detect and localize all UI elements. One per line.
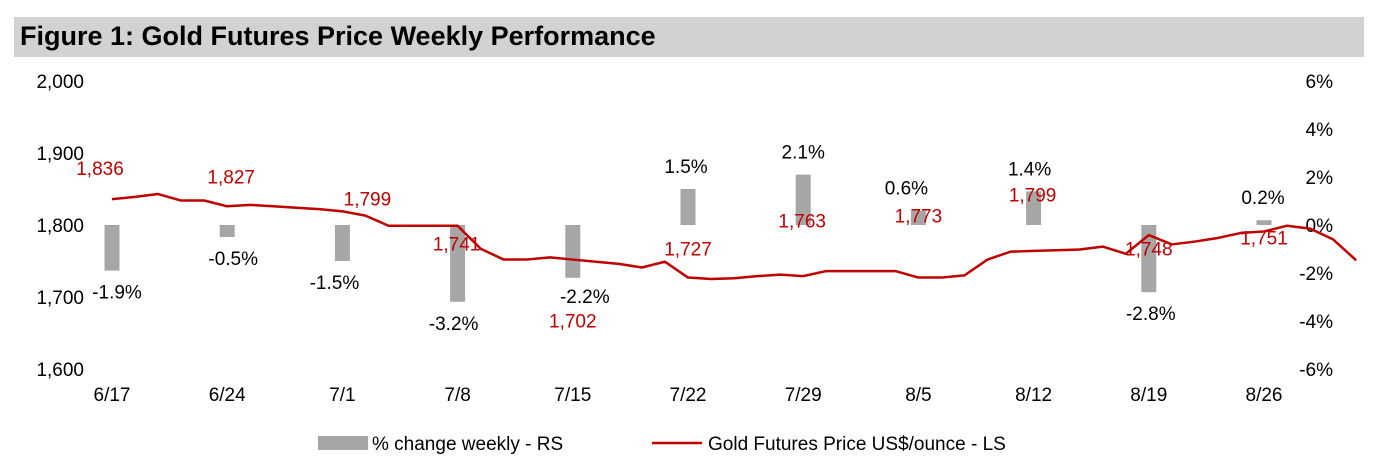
price-point-label: 1,827 (207, 168, 255, 189)
x-tick-label: 8/5 (905, 385, 931, 406)
bar (1141, 225, 1157, 293)
left-tick-label: 1,800 (36, 216, 84, 237)
price-point-label: 1,799 (344, 190, 392, 211)
bar-value-label: -3.2% (429, 314, 479, 335)
x-tick-label: 6/24 (209, 385, 246, 406)
bar (219, 225, 235, 237)
x-tick-label: 8/19 (1130, 385, 1167, 406)
bar-value-label: -2.8% (1126, 304, 1176, 325)
left-tick-label: 1,600 (36, 360, 84, 381)
left-axis: 1,600 1,700 1,800 1,900 2,000 (36, 72, 84, 381)
bar-value-label: 2.1% (782, 143, 825, 164)
price-point-label: 1,702 (549, 312, 597, 333)
bar (1256, 220, 1272, 225)
price-point-label: 1,799 (1009, 186, 1057, 207)
right-tick-label: -2% (1299, 264, 1333, 285)
left-tick-label: 1,700 (36, 288, 84, 309)
right-tick-label: -6% (1299, 360, 1333, 381)
bar (104, 225, 120, 271)
bar (450, 225, 466, 302)
bar (565, 225, 581, 278)
right-tick-label: 6% (1306, 72, 1334, 93)
legend-line-label: Gold Futures Price US$/ounce - LS (708, 434, 1006, 455)
x-tick-label: 8/12 (1015, 385, 1052, 406)
bar (334, 225, 350, 261)
legend: % change weekly - RS Gold Futures Price … (318, 434, 1006, 455)
bar-value-label: -0.5% (208, 249, 258, 270)
right-tick-label: -4% (1299, 312, 1333, 333)
right-axis: -6% -4% -2% 0% 2% 4% 6% (1299, 72, 1333, 381)
bar (1026, 191, 1042, 225)
x-tick-label: 8/26 (1246, 385, 1283, 406)
chart-title: Figure 1: Gold Futures Price Weekly Perf… (20, 21, 656, 51)
bar-series (104, 174, 1272, 302)
x-tick-label: 7/29 (785, 385, 822, 406)
bar-value-label: -1.9% (92, 283, 142, 304)
bar-value-label: 1.4% (1008, 159, 1051, 180)
x-tick-label: 7/15 (554, 385, 591, 406)
bar-labels: -1.9% -0.5% -1.5% -3.2% -2.2% 1.5% 2.1% 0.6% 1.4… (92, 143, 1285, 335)
price-point-label: 1,773 (895, 206, 943, 227)
price-point-label: 1,836 (76, 159, 124, 180)
bar-value-label: 0.6% (885, 179, 928, 200)
bar (795, 174, 811, 225)
bar (910, 210, 926, 225)
price-point-label: 1,751 (1240, 228, 1288, 249)
bar-value-label: 0.2% (1241, 188, 1284, 209)
price-point-label: 1,763 (778, 212, 826, 233)
legend-bar-label: % change weekly - RS (372, 434, 563, 455)
bar-value-label: -2.2% (560, 287, 610, 308)
bar (680, 189, 696, 225)
line-series (111, 192, 1357, 281)
bar-value-label: 1.5% (664, 157, 707, 178)
right-tick-label: 0% (1306, 216, 1334, 237)
x-axis: 6/17 6/24 7/1 7/8 7/15 7/22 7/29 8/5 8/12 8/19 8/2… (94, 385, 1283, 406)
x-tick-label: 7/22 (670, 385, 707, 406)
right-tick-label: 2% (1306, 168, 1334, 189)
price-point-label: 1,748 (1125, 239, 1173, 260)
left-tick-label: 1,900 (36, 144, 84, 165)
bar-value-label: -1.5% (310, 273, 360, 294)
x-tick-label: 7/1 (329, 385, 355, 406)
price-point-label: 1,741 (433, 234, 481, 255)
price-line (111, 192, 1357, 281)
price-point-label: 1,727 (664, 240, 712, 261)
legend-bar-swatch (318, 436, 368, 450)
title-bar: Figure 1: Gold Futures Price Weekly Perf… (14, 17, 1364, 57)
left-tick-label: 2,000 (36, 72, 84, 93)
x-tick-label: 7/8 (444, 385, 470, 406)
right-tick-label: 4% (1306, 120, 1334, 141)
line-labels: 1,836 1,827 1,799 1,741 1,702 1,727 1,763 1,773… (76, 159, 1288, 332)
x-tick-label: 6/17 (94, 385, 131, 406)
